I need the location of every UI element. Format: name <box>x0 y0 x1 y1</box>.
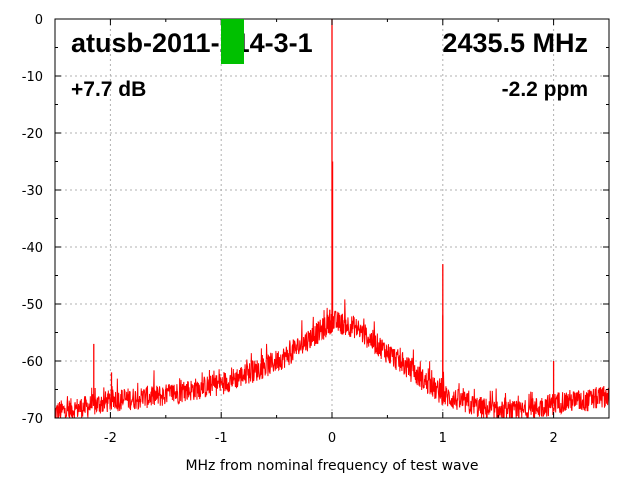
device-annotation: atusb-2011-214-3-1 <box>71 28 313 58</box>
status-indicator <box>221 19 244 64</box>
y-tick-label: -40 <box>22 241 43 256</box>
power-annotation: +7.7 dB <box>71 78 146 101</box>
x-tick-label: -2 <box>104 431 117 446</box>
y-tick-label: -50 <box>22 298 43 313</box>
y-tick-label: -70 <box>22 412 43 427</box>
x-tick-label: 1 <box>439 431 447 446</box>
trace-layer <box>54 19 610 419</box>
x-tick-label: 0 <box>328 431 336 446</box>
y-tick-label: 0 <box>35 13 43 28</box>
x-axis-label: MHz from nominal frequency of test wave <box>185 458 478 474</box>
y-tick-label: -20 <box>22 127 43 142</box>
y-tick-label: -60 <box>22 355 43 370</box>
y-tick-label: -30 <box>22 184 43 199</box>
ppm-annotation: -2.2 ppm <box>502 78 588 101</box>
x-tick-label: -1 <box>215 431 228 446</box>
y-tick-label: -10 <box>22 70 43 85</box>
x-tick-label: 2 <box>549 431 557 446</box>
frequency-annotation: 2435.5 MHz <box>442 28 588 58</box>
tick-layer: -2 -1 0 1 20-10-20-30-40-50-60-70 <box>22 13 610 446</box>
